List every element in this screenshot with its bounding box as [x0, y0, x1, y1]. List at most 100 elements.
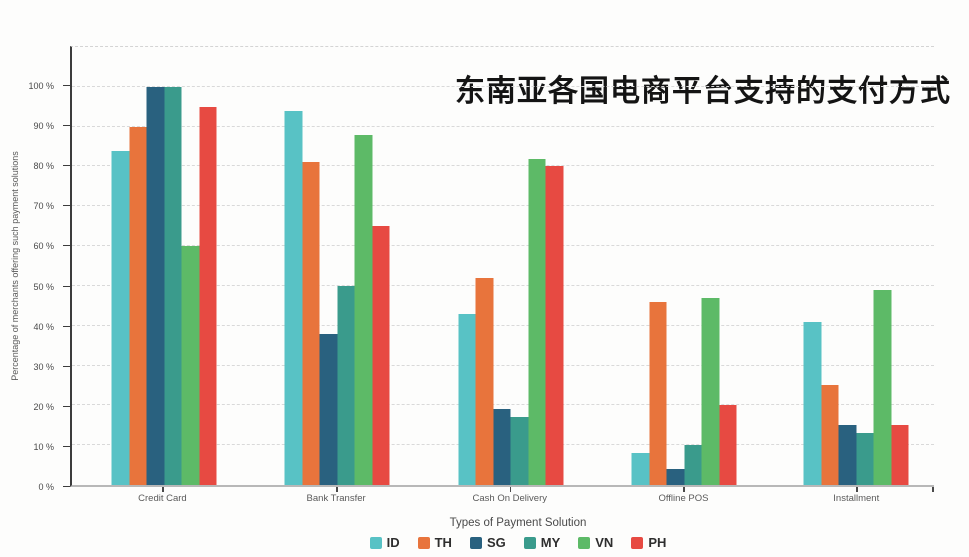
bar-ph	[199, 106, 217, 485]
legend-label: TH	[434, 535, 452, 550]
legend-swatch-icon	[578, 536, 591, 549]
x-tick-mark	[683, 487, 685, 492]
legend-label: PH	[648, 535, 667, 550]
bar-group-installment	[803, 47, 909, 485]
legend-label: MY	[540, 535, 561, 550]
bar-ph	[372, 226, 390, 485]
legend-item-id: ID	[369, 535, 400, 550]
gridline-60	[72, 245, 934, 247]
bar-vn	[528, 158, 546, 485]
y-tick-label: 100 %	[28, 81, 54, 92]
legend: ID TH SG MY VN PH	[86, 535, 950, 550]
bar-th	[129, 126, 147, 485]
y-tick-label: 50 %	[33, 281, 54, 292]
plot-area	[70, 46, 934, 487]
bar-sg	[838, 425, 857, 485]
x-axis-label: Types of Payment Solution	[449, 517, 587, 529]
gridline-100	[72, 85, 934, 87]
y-tick-mark	[63, 125, 70, 127]
legend-swatch-icon	[369, 536, 382, 549]
bar-sg	[666, 469, 685, 485]
bar-my	[684, 445, 702, 485]
gridline-20	[72, 404, 934, 406]
bar-sg	[493, 409, 511, 485]
bar-th	[649, 301, 667, 485]
bar-ph	[545, 166, 564, 485]
bar-th	[821, 385, 839, 485]
bar-th	[475, 277, 494, 485]
bar-id	[284, 110, 303, 485]
y-tick-mark	[63, 365, 70, 367]
x-category-label: Installment	[833, 493, 880, 504]
gridline-30	[72, 364, 934, 366]
y-axis-ticks: 0 % 10 % 20 % 30 % 40 % 50 % 60 % 70 % 80 % 90 % 1…	[0, 46, 70, 492]
y-tick-label: 60 %	[33, 241, 54, 252]
y-tick-label: 40 %	[33, 321, 54, 332]
x-axis-end-tick	[932, 487, 934, 492]
y-tick-label: 20 %	[33, 401, 54, 412]
gridline-90	[72, 125, 934, 127]
bar-my	[164, 86, 182, 485]
y-tick-mark	[63, 486, 70, 487]
x-tick-mark	[336, 487, 338, 492]
gridline-50	[72, 284, 934, 286]
x-tick-mark	[162, 487, 164, 492]
legend-item-my: MY	[523, 535, 561, 550]
bar-id	[803, 321, 822, 485]
x-category-label: Bank Transfer	[306, 493, 366, 504]
bar-vn	[701, 297, 720, 485]
legend-swatch-icon	[469, 536, 482, 549]
y-tick-mark	[63, 205, 70, 207]
legend-label: VN	[595, 535, 614, 550]
gridline-40	[72, 324, 934, 326]
bar-group-offline-pos	[631, 47, 737, 485]
legend-item-vn: VN	[578, 535, 613, 550]
bar-my	[510, 417, 529, 485]
bar-group-credit-card	[111, 47, 217, 485]
bar-group-bank-transfer	[284, 47, 390, 485]
legend-item-ph: PH	[631, 535, 666, 550]
bar-vn	[354, 134, 373, 485]
x-tick-mark	[856, 487, 858, 492]
chart-title: 东南亚各国电商平台支持的支付方式	[455, 75, 951, 108]
bar-id	[111, 150, 130, 485]
bar-th	[302, 162, 320, 485]
y-tick-mark	[63, 325, 70, 327]
y-tick-mark	[63, 285, 70, 287]
bar-my	[856, 433, 874, 485]
bar-ph	[719, 405, 737, 485]
x-tick-mark	[509, 487, 512, 492]
gridline-80	[72, 165, 934, 167]
legend-label: ID	[386, 535, 400, 550]
y-tick-mark	[63, 445, 70, 447]
legend-swatch-icon	[417, 536, 430, 549]
y-tick-mark	[63, 165, 70, 167]
y-tick-label: 90 %	[33, 121, 54, 132]
legend-label: SG	[486, 535, 506, 550]
y-tick-label: 10 %	[33, 441, 54, 452]
x-category-label: Credit Card	[138, 493, 187, 504]
legend-swatch-icon	[523, 536, 536, 549]
x-category-label: Cash On Delivery	[472, 493, 547, 504]
legend-item-th: TH	[417, 535, 452, 550]
legend-item-sg: SG	[469, 535, 506, 550]
legend-swatch-icon	[631, 536, 644, 549]
x-category-label: Offline POS	[658, 493, 709, 504]
bar-id	[458, 313, 476, 485]
y-tick-mark	[63, 405, 70, 407]
bar-my	[337, 285, 355, 485]
gridline-70	[72, 205, 934, 207]
bar-vn	[873, 289, 892, 485]
y-tick-mark	[63, 245, 70, 247]
y-tick-label: 80 %	[33, 161, 54, 172]
bar-id	[631, 453, 650, 485]
bar-group-cash-on-delivery	[458, 47, 564, 485]
y-tick-label: 30 %	[33, 361, 54, 372]
bar-ph	[891, 425, 909, 485]
bar-sg	[319, 333, 338, 485]
y-tick-label: 0 %	[38, 482, 54, 492]
bar-vn	[181, 246, 200, 485]
bar-sg	[146, 86, 165, 485]
y-tick-mark	[63, 85, 70, 87]
